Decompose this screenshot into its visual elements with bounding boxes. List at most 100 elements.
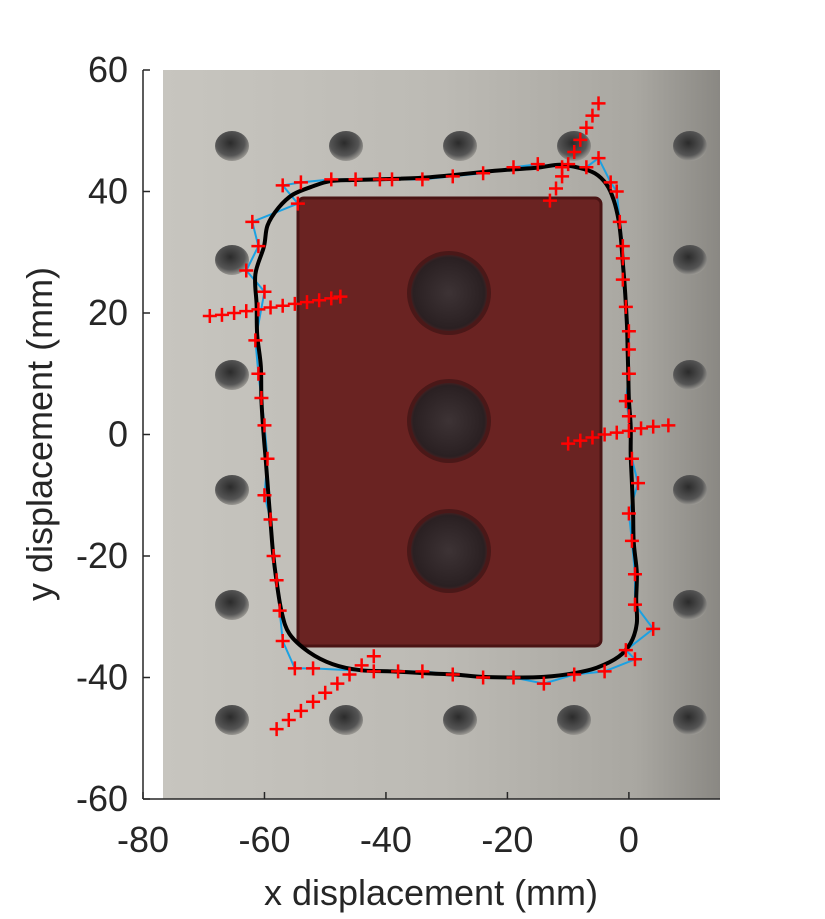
plate-hole <box>673 590 707 620</box>
edge-point-marker <box>366 664 381 679</box>
profile-point-marker <box>324 291 339 306</box>
edge-point-marker <box>257 284 272 299</box>
brick-hole <box>411 383 487 459</box>
plate-hole <box>557 705 591 735</box>
edge-point-marker <box>631 476 646 491</box>
y-tick-label: -20 <box>76 535 128 576</box>
profile-point-marker <box>214 307 229 322</box>
edge-point-marker <box>621 506 636 521</box>
y-tick-label: 60 <box>88 49 128 90</box>
edge-point-marker <box>591 151 606 166</box>
y-axis-label: y displacement (mm) <box>19 267 60 601</box>
edge-point-marker <box>257 418 272 433</box>
profile-point-marker <box>287 296 302 311</box>
edge-point-marker <box>239 263 254 278</box>
profile-point-marker <box>634 421 649 436</box>
edge-point-marker <box>275 178 290 193</box>
plate-hole <box>673 245 707 275</box>
edge-point-marker <box>257 488 272 503</box>
profile-point-marker <box>333 289 348 304</box>
edge-point-marker <box>348 172 363 187</box>
y-tick-label: -60 <box>76 778 128 819</box>
profile-point-marker <box>561 436 576 451</box>
profile-point-marker <box>330 676 345 691</box>
edge-point-marker <box>293 175 308 190</box>
edge-point-marker <box>609 184 624 199</box>
edge-point-marker <box>621 409 636 424</box>
profile-point-marker <box>573 433 588 448</box>
profile-point-marker <box>646 419 661 434</box>
fit-contour-line <box>252 162 640 680</box>
profile-point-marker <box>318 685 333 700</box>
edge-point-marker <box>269 573 284 588</box>
plate-hole <box>215 475 249 505</box>
profile-point-marker <box>227 306 242 320</box>
plate-hole <box>215 360 249 390</box>
edge-point-marker <box>260 451 275 466</box>
edge-point-marker <box>254 391 269 406</box>
brick-holes <box>407 251 491 593</box>
edge-point-marker <box>251 366 266 381</box>
edge-markers <box>202 96 676 737</box>
edge-point-marker <box>415 172 430 187</box>
profile-point-marker <box>597 427 612 442</box>
edge-point-marker <box>272 603 287 618</box>
edge-point-marker <box>618 643 633 658</box>
profile-point-marker <box>621 423 636 438</box>
edge-point-marker <box>251 239 266 254</box>
plate-hole <box>673 475 707 505</box>
profile-point-marker <box>542 193 557 208</box>
plate-hole <box>673 131 707 161</box>
edge-point-marker <box>621 366 636 381</box>
plate-hole <box>329 705 363 735</box>
profile-point-marker <box>281 713 296 728</box>
plate-hole <box>673 705 707 735</box>
plate-hole <box>215 131 249 161</box>
edge-point-marker <box>612 214 627 229</box>
edge-point-marker <box>445 667 460 682</box>
edge-point-marker <box>615 251 630 266</box>
edge-point-marker <box>275 634 290 649</box>
profile-point-marker <box>251 302 266 317</box>
x-tick-label: 0 <box>619 819 639 860</box>
profile-point-marker <box>591 96 606 111</box>
profile-point-marker <box>661 418 676 433</box>
plate-hole <box>443 131 477 161</box>
x-axis-label: x displacement (mm) <box>264 872 598 913</box>
edge-point-marker <box>263 512 278 527</box>
edge-point-marker <box>248 333 263 348</box>
edge-point-marker <box>627 597 642 612</box>
profile-point-marker <box>561 157 576 172</box>
brick-hole <box>411 255 487 331</box>
edge-point-marker <box>476 670 491 685</box>
plate-hole <box>215 590 249 620</box>
plate-hole <box>443 705 477 735</box>
profile-point-marker <box>269 722 284 737</box>
x-tick-label: -20 <box>481 819 533 860</box>
edge-point-marker <box>287 661 302 676</box>
edge-point-marker <box>245 214 260 229</box>
edge-point-marker <box>579 160 594 175</box>
brick-hole <box>411 513 487 589</box>
y-tick-label: 0 <box>108 414 128 455</box>
profile-point-marker <box>579 120 594 135</box>
profile-point-marker <box>312 293 327 308</box>
edge-point-marker <box>567 667 582 682</box>
profile-point-marker <box>573 132 588 147</box>
plate-hole <box>329 131 363 161</box>
edge-point-marker <box>536 676 551 691</box>
profile-point-marker <box>239 304 254 319</box>
edge-point-marker <box>646 621 661 636</box>
y-tick-label: 20 <box>88 292 128 333</box>
edge-point-marker <box>306 661 321 676</box>
edge-point-marker <box>506 670 521 685</box>
edge-point-marker <box>385 172 400 187</box>
edge-point-marker <box>290 196 305 211</box>
edge-point-marker <box>618 394 633 409</box>
profile-point-marker <box>555 169 570 184</box>
edge-point-marker <box>621 342 636 357</box>
y-tick-label: 40 <box>88 171 128 212</box>
profile-point-marker <box>585 430 600 445</box>
